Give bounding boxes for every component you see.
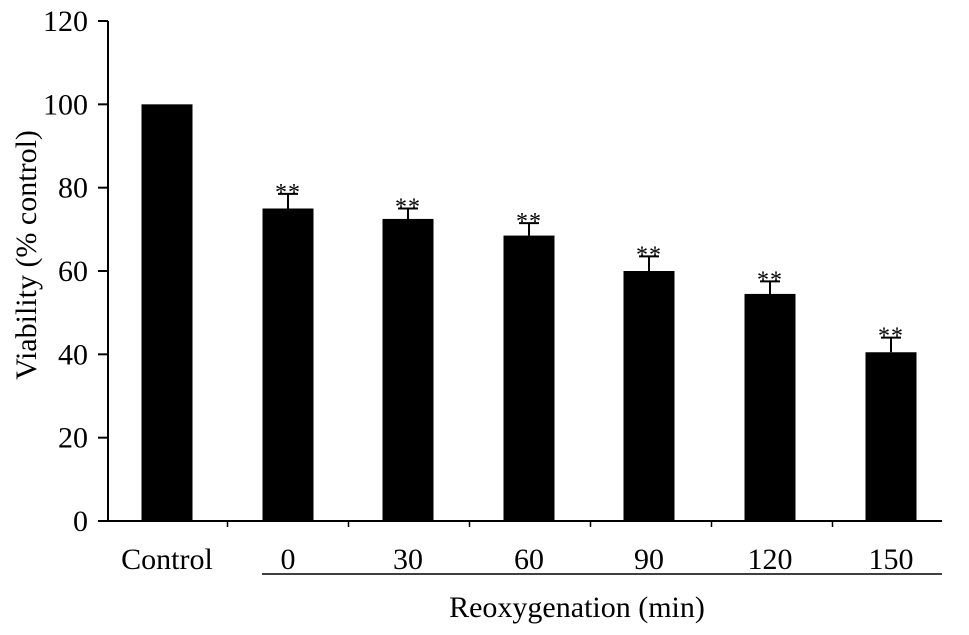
significance-markers: ** ** ** ** ** ** xyxy=(275,180,904,350)
y-tick-label: 120 xyxy=(43,5,88,38)
error-bars xyxy=(278,192,901,353)
y-tick-label: 60 xyxy=(58,255,88,288)
bar xyxy=(503,235,555,522)
x-tick-label: 30 xyxy=(393,543,423,576)
significance-label: ** xyxy=(636,242,662,268)
bar xyxy=(623,271,675,521)
x-tick-label: 150 xyxy=(869,543,914,576)
significance-label: ** xyxy=(757,267,783,293)
significance-label: ** xyxy=(878,324,904,350)
x-tick-labels: Control 0 30 60 90 120 150 xyxy=(121,543,913,576)
y-tick-label: 80 xyxy=(58,172,88,205)
significance-label: ** xyxy=(275,180,301,206)
y-tick-label: 0 xyxy=(73,505,88,538)
bar xyxy=(382,218,434,521)
y-axis: 0 20 40 60 80 100 120 xyxy=(43,5,109,538)
bars xyxy=(141,104,917,522)
y-tick-label: 100 xyxy=(43,88,88,121)
significance-label: ** xyxy=(395,195,421,221)
y-tick-label: 40 xyxy=(58,338,88,371)
bar xyxy=(744,293,796,521)
y-axis-label: Viability (% control) xyxy=(10,130,43,380)
x-tick-label: Control xyxy=(121,543,213,576)
significance-label: ** xyxy=(516,209,542,235)
x-tick-label: 90 xyxy=(634,543,664,576)
bar xyxy=(865,352,917,521)
y-tick-label: 20 xyxy=(58,422,88,455)
bar xyxy=(262,208,314,521)
x-tick-label: 60 xyxy=(514,543,544,576)
x-tick-label: 0 xyxy=(281,543,296,576)
x-axis xyxy=(108,520,942,527)
x-tick-label: 120 xyxy=(748,543,793,576)
bar xyxy=(141,104,193,521)
x-axis-label: Reoxygenation (min) xyxy=(449,591,705,624)
